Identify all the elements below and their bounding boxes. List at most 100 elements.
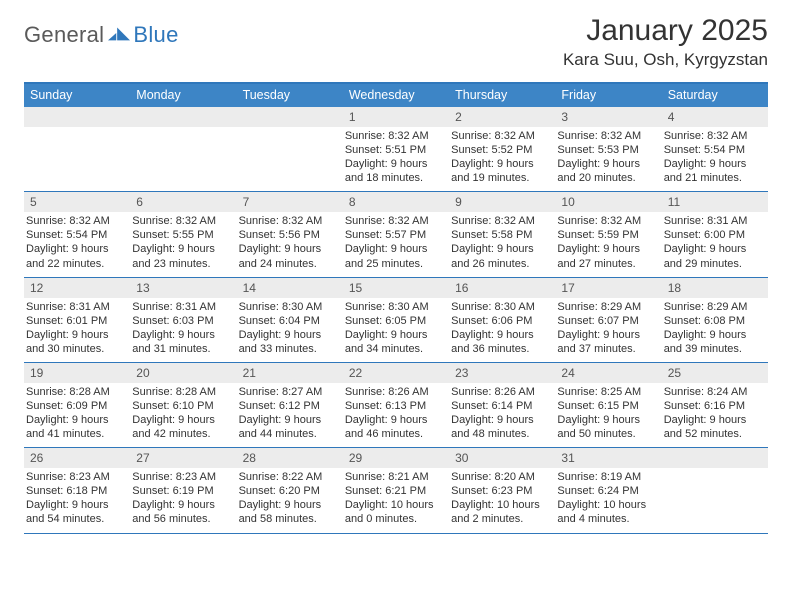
weekday-header-row: SundayMondayTuesdayWednesdayThursdayFrid… (24, 84, 768, 107)
day-line: Daylight: 9 hours (557, 157, 659, 171)
day-line: Daylight: 9 hours (451, 157, 553, 171)
day-cell: 26Sunrise: 8:23 AMSunset: 6:18 PMDayligh… (24, 448, 130, 532)
header: General Blue January 2025 Kara Suu, Osh,… (0, 0, 792, 76)
day-line: and 26 minutes. (451, 257, 553, 271)
day-line: Sunset: 6:01 PM (26, 314, 128, 328)
day-cell: 2Sunrise: 8:32 AMSunset: 5:52 PMDaylight… (449, 107, 555, 191)
day-line: Sunrise: 8:32 AM (451, 129, 553, 143)
day-line: Sunrise: 8:32 AM (451, 214, 553, 228)
day-number (24, 107, 130, 127)
day-line: Sunset: 6:24 PM (557, 484, 659, 498)
day-line: Daylight: 9 hours (239, 498, 341, 512)
day-line: Sunset: 5:59 PM (557, 228, 659, 242)
day-line: Daylight: 9 hours (26, 498, 128, 512)
day-line: and 46 minutes. (345, 427, 447, 441)
day-number (130, 107, 236, 127)
day-number: 27 (130, 448, 236, 468)
day-line: Sunrise: 8:24 AM (664, 385, 766, 399)
day-line: and 4 minutes. (557, 512, 659, 526)
day-number: 4 (662, 107, 768, 127)
day-line: Daylight: 10 hours (345, 498, 447, 512)
day-line: Sunset: 6:23 PM (451, 484, 553, 498)
day-number: 1 (343, 107, 449, 127)
day-line: and 58 minutes. (239, 512, 341, 526)
day-line: Sunset: 6:16 PM (664, 399, 766, 413)
day-line: and 56 minutes. (132, 512, 234, 526)
day-body: Sunrise: 8:32 AMSunset: 5:59 PMDaylight:… (555, 212, 661, 276)
day-number: 31 (555, 448, 661, 468)
day-body: Sunrise: 8:21 AMSunset: 6:21 PMDaylight:… (343, 468, 449, 532)
day-body: Sunrise: 8:31 AMSunset: 6:03 PMDaylight:… (130, 298, 236, 362)
day-number: 6 (130, 192, 236, 212)
day-cell: 29Sunrise: 8:21 AMSunset: 6:21 PMDayligh… (343, 448, 449, 532)
day-line: and 27 minutes. (557, 257, 659, 271)
day-cell: 10Sunrise: 8:32 AMSunset: 5:59 PMDayligh… (555, 192, 661, 276)
day-cell: 23Sunrise: 8:26 AMSunset: 6:14 PMDayligh… (449, 363, 555, 447)
day-line: Sunrise: 8:28 AM (132, 385, 234, 399)
day-number: 9 (449, 192, 555, 212)
weekday-header: Sunday (24, 84, 130, 107)
day-number (237, 107, 343, 127)
day-cell: 13Sunrise: 8:31 AMSunset: 6:03 PMDayligh… (130, 278, 236, 362)
day-line: and 23 minutes. (132, 257, 234, 271)
day-cell: 8Sunrise: 8:32 AMSunset: 5:57 PMDaylight… (343, 192, 449, 276)
day-cell: 1Sunrise: 8:32 AMSunset: 5:51 PMDaylight… (343, 107, 449, 191)
day-line: Sunset: 6:04 PM (239, 314, 341, 328)
day-line: Daylight: 10 hours (451, 498, 553, 512)
day-cell: 25Sunrise: 8:24 AMSunset: 6:16 PMDayligh… (662, 363, 768, 447)
day-body: Sunrise: 8:23 AMSunset: 6:18 PMDaylight:… (24, 468, 130, 532)
day-line: Sunset: 6:03 PM (132, 314, 234, 328)
day-line: Sunrise: 8:32 AM (132, 214, 234, 228)
day-cell: 21Sunrise: 8:27 AMSunset: 6:12 PMDayligh… (237, 363, 343, 447)
day-number: 12 (24, 278, 130, 298)
day-cell: 19Sunrise: 8:28 AMSunset: 6:09 PMDayligh… (24, 363, 130, 447)
day-cell: 3Sunrise: 8:32 AMSunset: 5:53 PMDaylight… (555, 107, 661, 191)
day-number: 25 (662, 363, 768, 383)
day-number: 18 (662, 278, 768, 298)
day-cell: 27Sunrise: 8:23 AMSunset: 6:19 PMDayligh… (130, 448, 236, 532)
day-line: Sunrise: 8:32 AM (239, 214, 341, 228)
month-title: January 2025 (563, 14, 768, 48)
day-body: Sunrise: 8:30 AMSunset: 6:05 PMDaylight:… (343, 298, 449, 362)
week-row: 5Sunrise: 8:32 AMSunset: 5:54 PMDaylight… (24, 192, 768, 277)
day-line: Daylight: 9 hours (345, 242, 447, 256)
day-body: Sunrise: 8:22 AMSunset: 6:20 PMDaylight:… (237, 468, 343, 532)
day-body: Sunrise: 8:28 AMSunset: 6:09 PMDaylight:… (24, 383, 130, 447)
day-line: and 18 minutes. (345, 171, 447, 185)
day-body: Sunrise: 8:20 AMSunset: 6:23 PMDaylight:… (449, 468, 555, 532)
calendar: SundayMondayTuesdayWednesdayThursdayFrid… (24, 82, 768, 534)
day-number: 19 (24, 363, 130, 383)
day-line: Sunset: 6:18 PM (26, 484, 128, 498)
day-body: Sunrise: 8:30 AMSunset: 6:04 PMDaylight:… (237, 298, 343, 362)
day-line: Daylight: 9 hours (345, 328, 447, 342)
day-line: Sunset: 6:21 PM (345, 484, 447, 498)
day-line: Daylight: 9 hours (451, 328, 553, 342)
day-line: Daylight: 9 hours (26, 413, 128, 427)
day-line: Sunrise: 8:31 AM (132, 300, 234, 314)
weekday-header: Friday (555, 84, 661, 107)
day-body: Sunrise: 8:25 AMSunset: 6:15 PMDaylight:… (555, 383, 661, 447)
day-line: Sunrise: 8:25 AM (557, 385, 659, 399)
day-body: Sunrise: 8:32 AMSunset: 5:54 PMDaylight:… (24, 212, 130, 276)
day-body: Sunrise: 8:30 AMSunset: 6:06 PMDaylight:… (449, 298, 555, 362)
day-line: Sunset: 5:52 PM (451, 143, 553, 157)
day-body (237, 127, 343, 183)
day-body: Sunrise: 8:24 AMSunset: 6:16 PMDaylight:… (662, 383, 768, 447)
day-cell (130, 107, 236, 191)
logo-text-general: General (24, 22, 104, 48)
day-line: Sunrise: 8:27 AM (239, 385, 341, 399)
day-line: Sunset: 5:55 PM (132, 228, 234, 242)
day-line: Sunrise: 8:30 AM (239, 300, 341, 314)
day-line: Sunrise: 8:32 AM (557, 214, 659, 228)
day-line: and 41 minutes. (26, 427, 128, 441)
title-block: January 2025 Kara Suu, Osh, Kyrgyzstan (563, 14, 768, 70)
day-line: Daylight: 9 hours (345, 157, 447, 171)
day-body: Sunrise: 8:32 AMSunset: 5:56 PMDaylight:… (237, 212, 343, 276)
week-row: 19Sunrise: 8:28 AMSunset: 6:09 PMDayligh… (24, 363, 768, 448)
day-line: Daylight: 9 hours (132, 328, 234, 342)
day-line: Daylight: 9 hours (26, 328, 128, 342)
day-line: and 33 minutes. (239, 342, 341, 356)
day-line: and 2 minutes. (451, 512, 553, 526)
day-line: and 48 minutes. (451, 427, 553, 441)
day-line: Sunrise: 8:30 AM (345, 300, 447, 314)
